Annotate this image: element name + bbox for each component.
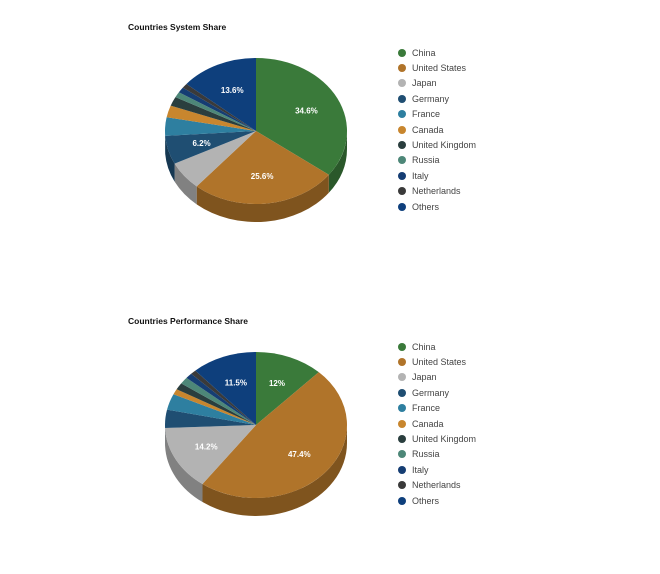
- data-label-japan: 14.2%: [195, 442, 218, 451]
- legend-label: United Kingdom: [412, 140, 476, 150]
- legend-label: Italy: [412, 465, 429, 475]
- legend-label: United States: [412, 357, 466, 367]
- chart-performance-share: Countries Performance Share 12%47.4%14.2…: [0, 294, 660, 574]
- legend-swatch: [398, 156, 406, 164]
- legend-swatch: [398, 373, 406, 381]
- legend-swatch: [398, 110, 406, 118]
- data-label-others: 13.6%: [221, 86, 244, 95]
- legend-item-japan: Japan: [398, 76, 476, 91]
- legend-item-others: Others: [398, 199, 476, 214]
- legend-item-italy: Italy: [398, 168, 476, 183]
- legend-item-united-states: United States: [398, 60, 476, 75]
- legend-label: Germany: [412, 94, 449, 104]
- legend-label: Russia: [412, 155, 440, 165]
- data-label-others: 11.5%: [225, 379, 247, 388]
- legend-item-france: France: [398, 107, 476, 122]
- data-label-united-states: 25.6%: [251, 172, 274, 181]
- legend-swatch: [398, 95, 406, 103]
- legend-label: China: [412, 48, 436, 58]
- legend-swatch: [398, 79, 406, 87]
- legend-swatch: [398, 435, 406, 443]
- legend-item-russia: Russia: [398, 447, 476, 462]
- legend: China United States Japan Germany France Cana…: [398, 339, 476, 508]
- legend-label: Italy: [412, 171, 429, 181]
- legend-item-united-kingdom: United Kingdom: [398, 137, 476, 152]
- legend-swatch: [398, 187, 406, 195]
- legend-item-germany: Germany: [398, 385, 476, 400]
- legend-label: China: [412, 342, 436, 352]
- legend-item-others: Others: [398, 493, 476, 508]
- legend-swatch: [398, 172, 406, 180]
- legend-item-canada: Canada: [398, 122, 476, 137]
- legend-swatch: [398, 497, 406, 505]
- legend-swatch: [398, 203, 406, 211]
- legend-item-japan: Japan: [398, 370, 476, 385]
- legend-item-russia: Russia: [398, 153, 476, 168]
- legend-swatch: [398, 343, 406, 351]
- legend-swatch: [398, 126, 406, 134]
- legend-label: France: [412, 403, 440, 413]
- data-label-china: 34.6%: [295, 107, 318, 116]
- legend-label: Japan: [412, 372, 437, 382]
- legend-label: Canada: [412, 125, 444, 135]
- pie-chart: 34.6% 25.6% 6.2% 13.6%: [0, 0, 360, 280]
- legend-label: United States: [412, 63, 466, 73]
- data-label-china: 12%: [269, 379, 285, 388]
- legend-swatch: [398, 466, 406, 474]
- legend-item-germany: Germany: [398, 91, 476, 106]
- legend-item-united-states: United States: [398, 354, 476, 369]
- legend-swatch: [398, 481, 406, 489]
- legend-item-italy: Italy: [398, 462, 476, 477]
- legend-label: Germany: [412, 388, 449, 398]
- legend-swatch: [398, 450, 406, 458]
- legend-swatch: [398, 358, 406, 366]
- legend-label: Others: [412, 496, 439, 506]
- legend-swatch: [398, 49, 406, 57]
- chart-system-share: Countries System Share 34.6%25.6%6.2%13.…: [0, 0, 660, 280]
- legend-label: Japan: [412, 78, 437, 88]
- pie-chart: 12% 47.4% 14.2% 11.5%: [0, 294, 360, 574]
- legend-label: Netherlands: [412, 186, 461, 196]
- legend-item-china: China: [398, 339, 476, 354]
- legend-label: Canada: [412, 419, 444, 429]
- legend-item-canada: Canada: [398, 416, 476, 431]
- legend-swatch: [398, 141, 406, 149]
- legend-item-united-kingdom: United Kingdom: [398, 431, 476, 446]
- legend-item-china: China: [398, 45, 476, 60]
- legend-item-france: France: [398, 401, 476, 416]
- legend-swatch: [398, 404, 406, 412]
- legend-label: Russia: [412, 449, 440, 459]
- legend-label: Netherlands: [412, 480, 461, 490]
- data-label-germany: 6.2%: [192, 139, 210, 148]
- data-label-united-states: 47.4%: [288, 450, 311, 459]
- legend-label: United Kingdom: [412, 434, 476, 444]
- legend-label: France: [412, 109, 440, 119]
- legend-swatch: [398, 420, 406, 428]
- legend-label: Others: [412, 202, 439, 212]
- legend-swatch: [398, 64, 406, 72]
- legend: China United States Japan Germany France Cana…: [398, 45, 476, 214]
- legend-swatch: [398, 389, 406, 397]
- legend-item-netherlands: Netherlands: [398, 478, 476, 493]
- legend-item-netherlands: Netherlands: [398, 184, 476, 199]
